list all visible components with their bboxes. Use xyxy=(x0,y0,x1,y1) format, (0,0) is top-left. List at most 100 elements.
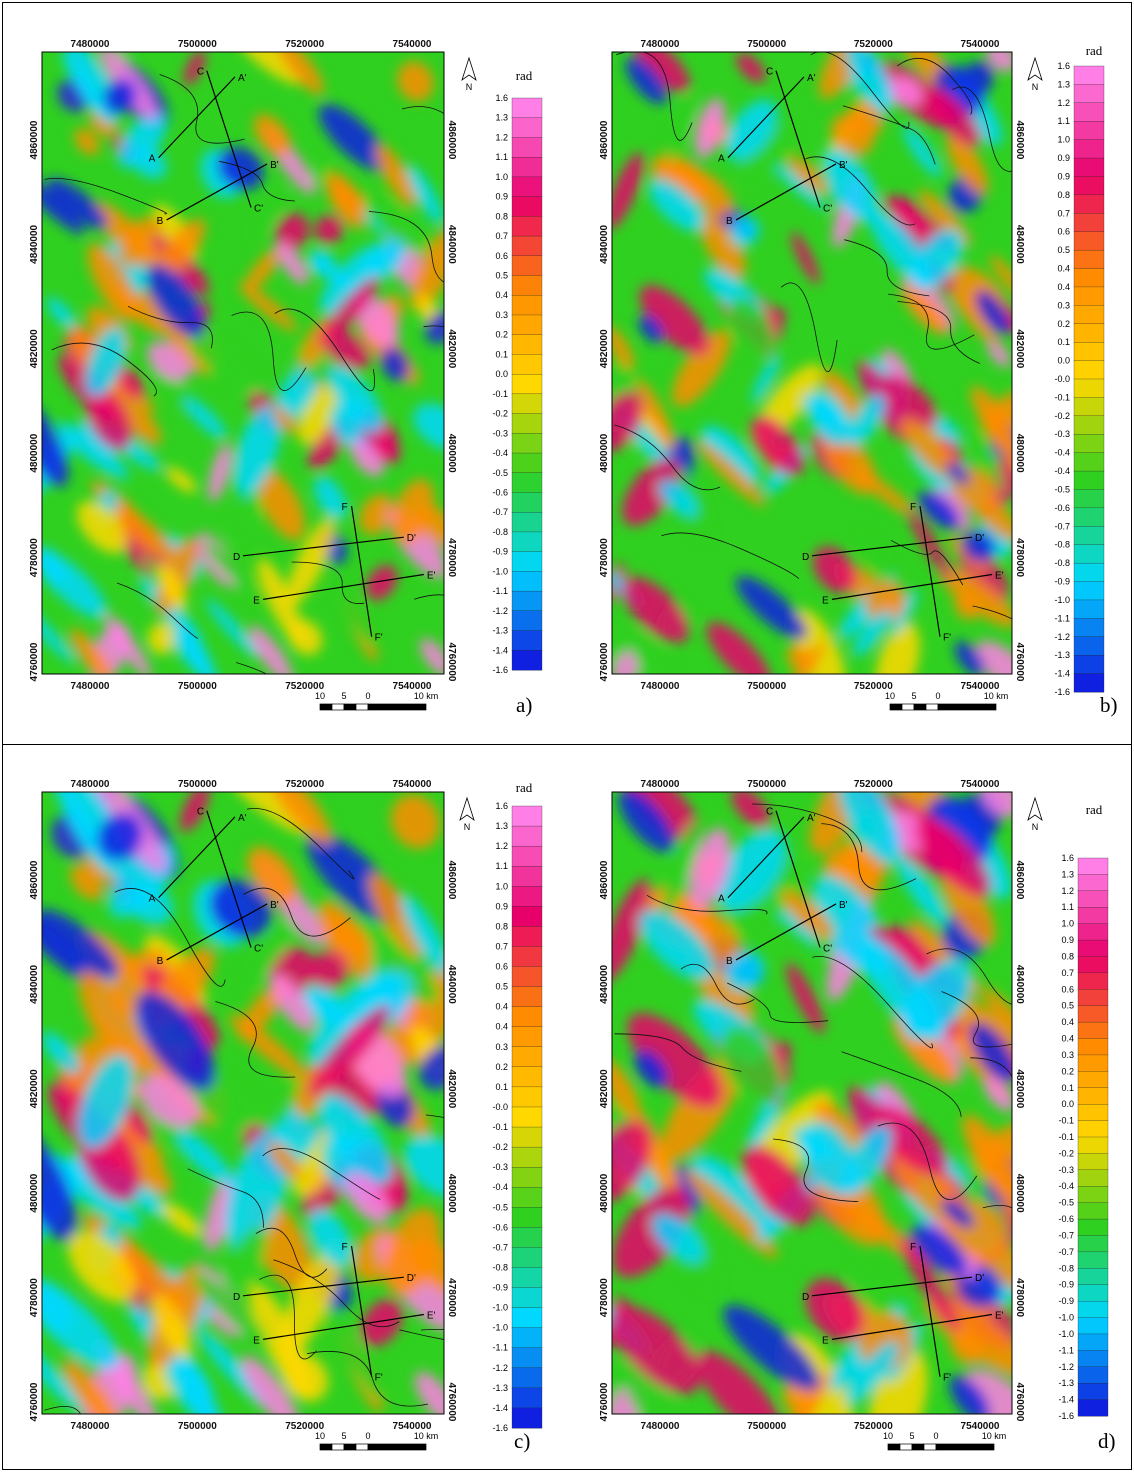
legend-swatch xyxy=(511,1407,543,1429)
north-arrow-icon: N xyxy=(1027,56,1043,92)
x-tick-label: 7480000 xyxy=(71,681,110,692)
legend-label: 0.8 xyxy=(1061,951,1074,961)
legend-label: -1.3 xyxy=(1058,1378,1074,1388)
legend-label: 0.5 xyxy=(1057,245,1070,255)
profile-label: A xyxy=(149,154,156,165)
profile-line-d xyxy=(811,536,973,557)
scale-label: 0 xyxy=(935,691,940,701)
legend-swatch xyxy=(1077,1087,1109,1105)
legend-swatch xyxy=(511,117,543,138)
profile-lines: A A' B B' C C' D D' E E' F F' xyxy=(718,67,1004,644)
anomaly-map xyxy=(42,792,444,1414)
legend-swatch xyxy=(1077,890,1109,908)
profile-line-b xyxy=(166,163,268,221)
north-label: N xyxy=(1032,82,1039,92)
anomaly-map xyxy=(612,52,1012,674)
x-tick-label: 7540000 xyxy=(393,39,432,50)
legend-swatch xyxy=(1073,121,1105,141)
scale-label: 0 xyxy=(933,1431,938,1441)
legend-label: -0.9 xyxy=(1058,1280,1074,1290)
scale-label: 10 km xyxy=(984,691,1009,701)
y-tick-label: 4820000 xyxy=(446,1069,457,1108)
profile-label: E' xyxy=(995,1310,1004,1321)
legend-label: 0.6 xyxy=(1057,227,1070,237)
profile-line-c xyxy=(775,810,821,948)
legend-label: 1.6 xyxy=(495,93,508,103)
profile-label: A xyxy=(718,154,725,165)
legend-swatch xyxy=(1077,1317,1109,1335)
profile-label: F xyxy=(910,502,916,513)
profile-label: A xyxy=(718,894,725,905)
legend-label: -0.2 xyxy=(492,409,508,419)
legend-label: 0.0 xyxy=(1057,356,1070,366)
x-tick-label: 7540000 xyxy=(393,1421,432,1432)
legend-label: -1.0 xyxy=(492,566,508,576)
legend-label: -0.9 xyxy=(492,547,508,557)
profile-label: F' xyxy=(943,1373,951,1384)
profile-line-b xyxy=(735,903,837,961)
scale-label: 10 km xyxy=(414,691,439,701)
legend-label: -0.8 xyxy=(492,527,508,537)
legend-swatch xyxy=(511,216,543,237)
y-tick-label: 4760000 xyxy=(1014,643,1025,682)
legend-label: 1.1 xyxy=(1057,116,1070,126)
legend-label: -1.4 xyxy=(492,645,508,655)
color-legend: 1.6 1.3 1.2 1.1 1.0 0.9 0.8 0.7 0.6 0.5 0.4 0.3 0.2 0… xyxy=(492,68,543,675)
legend-unit: rad xyxy=(1086,43,1103,58)
y-tick-label: 4860000 xyxy=(599,120,610,159)
legend-swatch xyxy=(1077,1186,1109,1204)
y-tick-label: 4860000 xyxy=(29,860,40,899)
profile-line-e xyxy=(831,573,993,600)
profile-line-f xyxy=(350,505,373,637)
scale-label: 10 km xyxy=(414,1431,439,1441)
north-arrow-icon: N xyxy=(1027,796,1043,832)
legend-swatch xyxy=(511,1146,543,1168)
profile-label: B' xyxy=(839,900,848,911)
legend-label: 0.6 xyxy=(1061,984,1074,994)
legend-label: -0.8 xyxy=(492,1262,508,1272)
legend-swatch xyxy=(1073,213,1105,233)
legend-label: 0.1 xyxy=(495,349,508,359)
legend-label: -0.9 xyxy=(492,1283,508,1293)
legend-label: 0.7 xyxy=(1057,208,1070,218)
legend-swatch xyxy=(1077,1218,1109,1236)
legend-swatch xyxy=(511,1026,543,1048)
x-tick-label: 7500000 xyxy=(178,681,217,692)
x-tick-label: 7520000 xyxy=(854,681,893,692)
north-arrow-icon: N xyxy=(461,56,477,92)
profile-line-f xyxy=(919,1245,941,1377)
legend-swatch xyxy=(1073,507,1105,527)
profile-label: B' xyxy=(270,160,279,171)
legend-label: 0.7 xyxy=(495,231,508,241)
legend-label: 0.9 xyxy=(495,192,508,202)
y-tick-label: 4780000 xyxy=(1014,1278,1025,1317)
legend-swatch xyxy=(511,866,543,887)
y-tick-label: 4860000 xyxy=(446,121,457,160)
legend-swatch xyxy=(511,986,543,1008)
y-tick-label: 4800000 xyxy=(446,434,457,473)
legend-swatch xyxy=(1073,673,1105,693)
map-border xyxy=(41,51,445,675)
legend-label: -1.1 xyxy=(1058,1345,1074,1355)
profile-line-d xyxy=(242,1276,404,1297)
profile-label: E xyxy=(253,1335,260,1346)
scale-bar: 10 5 0 10 km xyxy=(885,691,1009,711)
profile-label: C' xyxy=(823,204,832,215)
profile-label: D' xyxy=(407,533,416,544)
legend-label: -1.2 xyxy=(492,1363,508,1373)
y-tick-label: 4860000 xyxy=(599,860,610,899)
legend-label: 1.2 xyxy=(495,841,508,851)
legend-label: 1.6 xyxy=(1057,61,1070,71)
legend-swatch xyxy=(1073,415,1105,435)
legend-swatch xyxy=(1077,1268,1109,1286)
legend-swatch xyxy=(1073,249,1105,269)
legend-label: -1.0 xyxy=(492,1303,508,1313)
legend-label: 0.4 xyxy=(1061,1034,1074,1044)
y-tick-label: 4780000 xyxy=(446,1278,457,1317)
y-tick-label: 4780000 xyxy=(599,538,610,577)
x-tick-label: 7480000 xyxy=(71,39,110,50)
legend-label: 1.6 xyxy=(1061,853,1074,863)
legend-swatch xyxy=(511,551,543,572)
